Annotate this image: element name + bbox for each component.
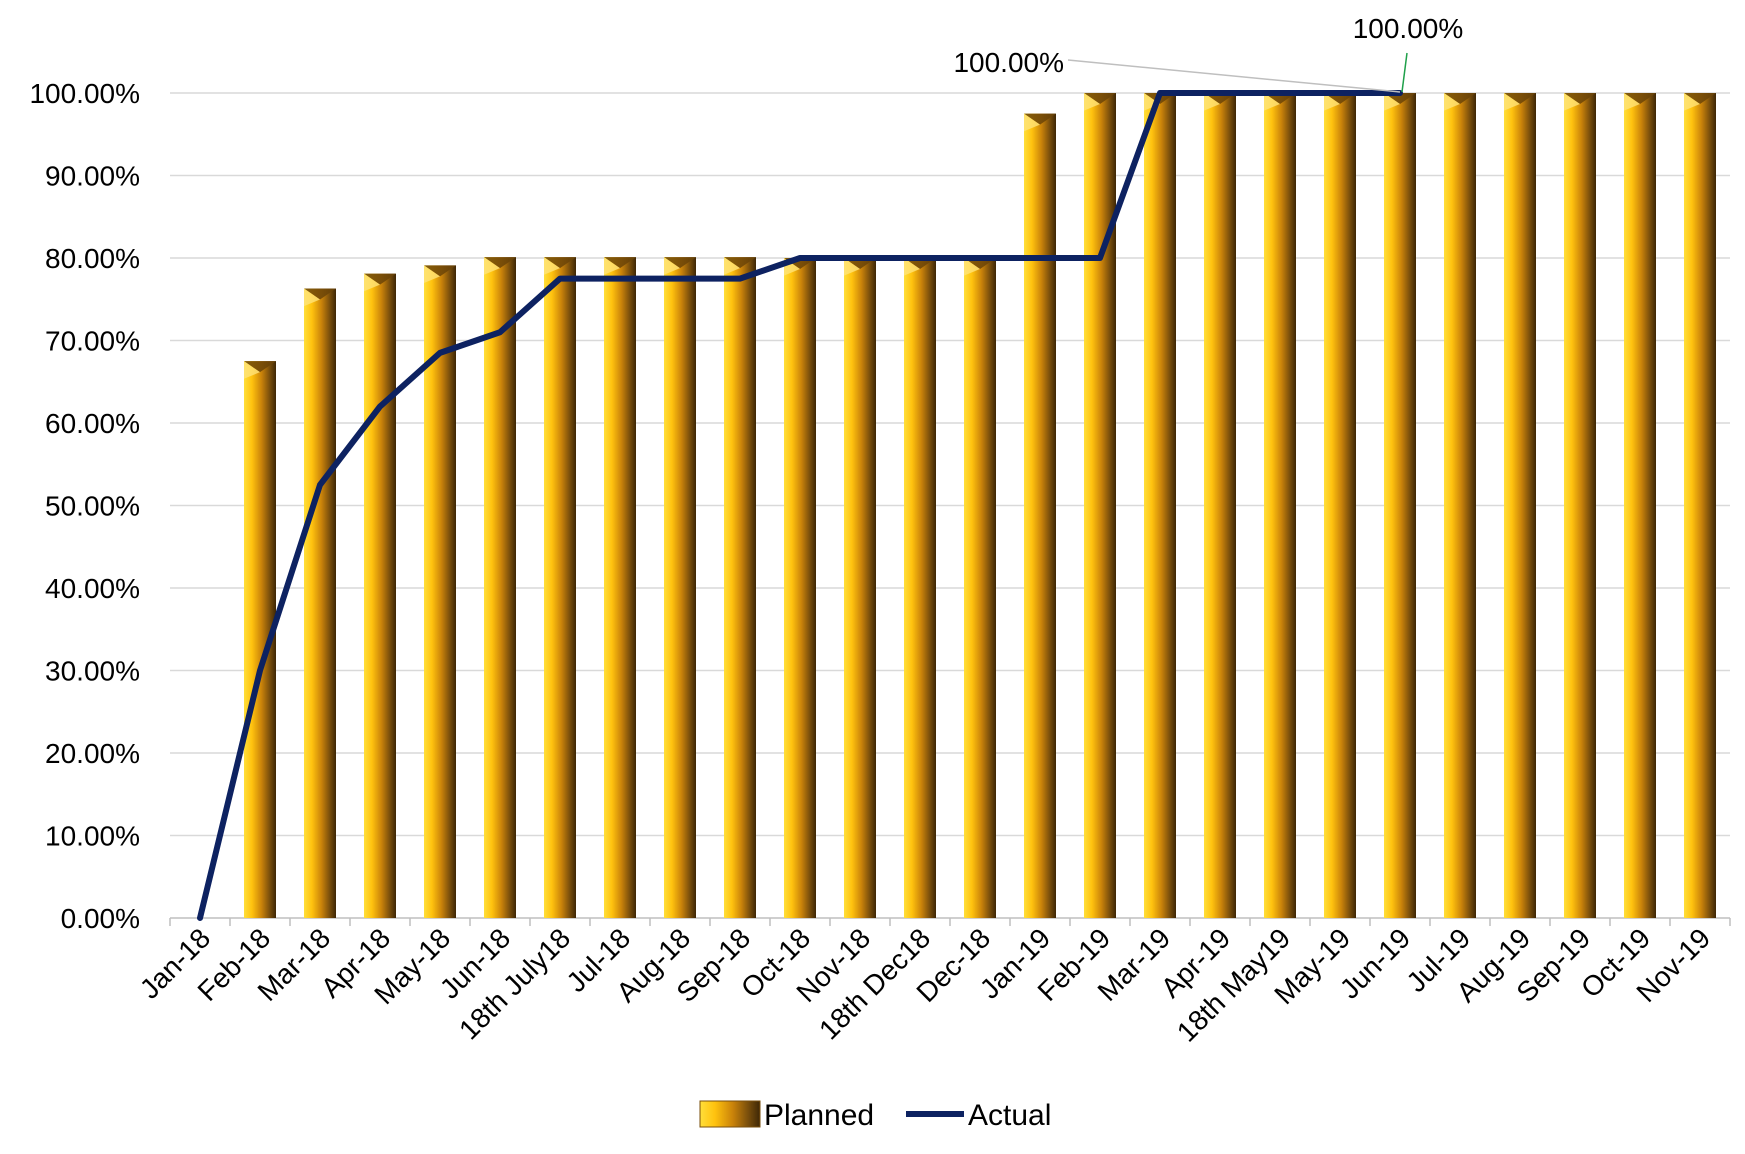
planned-bar [544,257,576,918]
planned-bar-bevel [1384,93,1400,111]
y-tick-label: 0.00% [61,903,140,934]
planned-bar-bevel [844,258,860,276]
y-tick-label: 80.00% [45,243,140,274]
planned-bar-cap [1084,93,1116,104]
planned-bar [724,257,756,918]
planned-bar [664,257,696,918]
actual-data-label: 100.00% [953,47,1064,78]
planned-bar [1624,93,1656,918]
planned-bars [244,93,1716,918]
planned-bar [304,288,336,918]
planned-bar-bevel [904,258,920,276]
legend-planned-swatch [699,1100,761,1128]
planned-bar [1444,93,1476,918]
legend-actual-label: Actual [968,1099,1051,1132]
y-tick-label: 60.00% [45,408,140,439]
legend-item-planned: Planned [699,1099,874,1132]
planned-bar [1204,93,1236,918]
y-tick-label: 50.00% [45,491,140,522]
planned-bar-bevel [244,361,260,379]
planned-bar [1684,93,1716,918]
actual-label-leader [1067,59,1401,93]
y-tick-label: 100.00% [29,78,140,109]
planned-bar-bevel [364,273,380,292]
actual-line-series [197,90,1403,921]
planned-bar-cap [724,257,756,269]
planned-bar-bevel [544,257,560,275]
planned-bar [484,257,516,918]
y-tick-label: 70.00% [45,326,140,357]
y-tick-label: 30.00% [45,656,140,687]
planned-bar-bevel [1564,93,1580,111]
planned-bar [1504,93,1536,918]
planned-bar [784,258,816,918]
planned-bar-cap [364,273,396,285]
planned-bar-bevel [1624,93,1640,111]
planned-bar [1144,93,1176,918]
planned-bar-bevel [1264,93,1280,111]
planned-bar-cap [604,257,636,269]
planned-bar-bevel [1144,93,1160,111]
planned-label-leader [1401,52,1408,93]
planned-bar-cap [1504,93,1536,104]
planned-bar [424,265,456,918]
planned-bar [1084,93,1116,918]
planned-bar-cap [544,257,576,269]
planned-bar [1384,93,1416,918]
planned-bar [1024,113,1056,918]
planned-bar-bevel [424,265,440,284]
planned-bar-cap [1564,93,1596,104]
planned-bar-bevel [1024,113,1040,132]
planned-bar [1264,93,1296,918]
y-tick-label: 40.00% [45,573,140,604]
planned-data-label: 100.00% [1353,13,1464,44]
planned-bar [964,258,996,918]
y-tick-label: 20.00% [45,738,140,769]
planned-bar [1324,93,1356,918]
data-annotations: 100.00% 100.00% [953,13,1464,93]
planned-bar-cap [484,257,516,269]
planned-bar-bevel [664,257,680,275]
planned-bar-cap [1684,93,1716,104]
planned-bar-cap [244,361,276,373]
planned-bar-cap [304,288,336,300]
planned-bar [904,258,936,918]
planned-bar [364,273,396,918]
planned-bar [1564,93,1596,918]
actual-line [197,90,1403,921]
y-tick-label: 10.00% [45,821,140,852]
planned-bar [844,258,876,918]
planned-bar-cap [1624,93,1656,104]
planned-bar-cap [1444,93,1476,104]
planned-bar-bevel [1204,93,1220,111]
planned-bar-cap [1024,113,1056,125]
planned-bar-bevel [484,257,500,275]
planned-bar-cap [424,265,456,277]
planned-bar [604,257,636,918]
legend-planned-label: Planned [764,1099,874,1132]
planned-bar-cap [664,257,696,269]
gridlines [170,92,1730,837]
planned-bar-bevel [304,288,320,307]
planned-bar-bevel [964,258,980,276]
planned-bar-bevel [1084,93,1100,111]
planned-bar-bevel [1444,93,1460,111]
planned-bar-bevel [724,257,740,275]
planned-bar-bevel [1684,93,1700,111]
planned-bar-bevel [1324,93,1340,111]
legend-item-actual: Actual [906,1099,1051,1132]
legend: Planned Actual [699,1099,1051,1132]
planned-bar-bevel [1504,93,1520,111]
y-tick-label: 90.00% [45,161,140,192]
planned-bar-bevel [604,257,620,275]
